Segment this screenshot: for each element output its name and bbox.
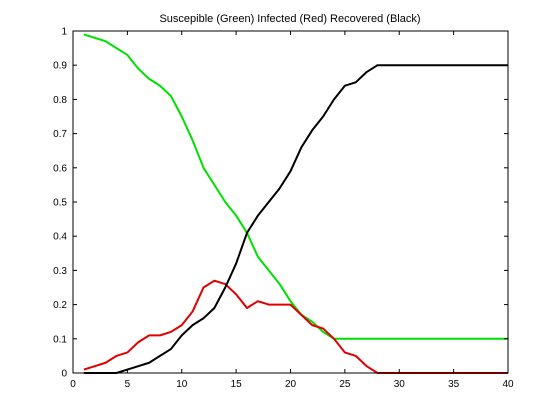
y-tick-label-3: 0.3 <box>53 266 67 277</box>
y-tick-label-2: 0.2 <box>53 300 67 311</box>
y-tick-label-9: 0.9 <box>53 61 67 72</box>
x-tick-label-1: 5 <box>125 379 131 390</box>
chart-title: Suscepible (Green) Infected (Red) Recove… <box>159 13 420 25</box>
x-tick-label-3: 15 <box>231 379 243 390</box>
x-tick-label-8: 40 <box>502 379 514 390</box>
y-tick-label-7: 0.7 <box>53 129 67 140</box>
series-layer <box>83 33 508 374</box>
x-tick-label-0: 0 <box>70 379 76 390</box>
y-tick-label-1: 0.1 <box>53 334 67 345</box>
series-line-2 <box>83 64 508 374</box>
series-line-1 <box>83 279 508 374</box>
x-tick-label-6: 30 <box>394 379 406 390</box>
x-tick-label-4: 20 <box>285 379 297 390</box>
plot-area-frame <box>72 30 509 374</box>
x-tick-label-7: 35 <box>448 379 460 390</box>
x-tick-label-2: 10 <box>176 379 188 390</box>
series-line-0 <box>83 33 508 340</box>
y-tick-label-10: 1 <box>61 27 67 38</box>
y-tick-label-0: 0 <box>61 369 67 380</box>
y-tick-label-5: 0.5 <box>53 198 67 209</box>
y-tick-label-6: 0.6 <box>53 163 67 174</box>
ticks-layer: 0 5 10 15 20 25 30 35 40 0 0.1 0.2 0.3 0.4 0.5 0.6 0.7 0.… <box>53 27 514 391</box>
x-tick-label-5: 25 <box>339 379 351 390</box>
y-tick-label-8: 0.8 <box>53 95 67 106</box>
y-tick-label-4: 0.4 <box>53 232 67 243</box>
